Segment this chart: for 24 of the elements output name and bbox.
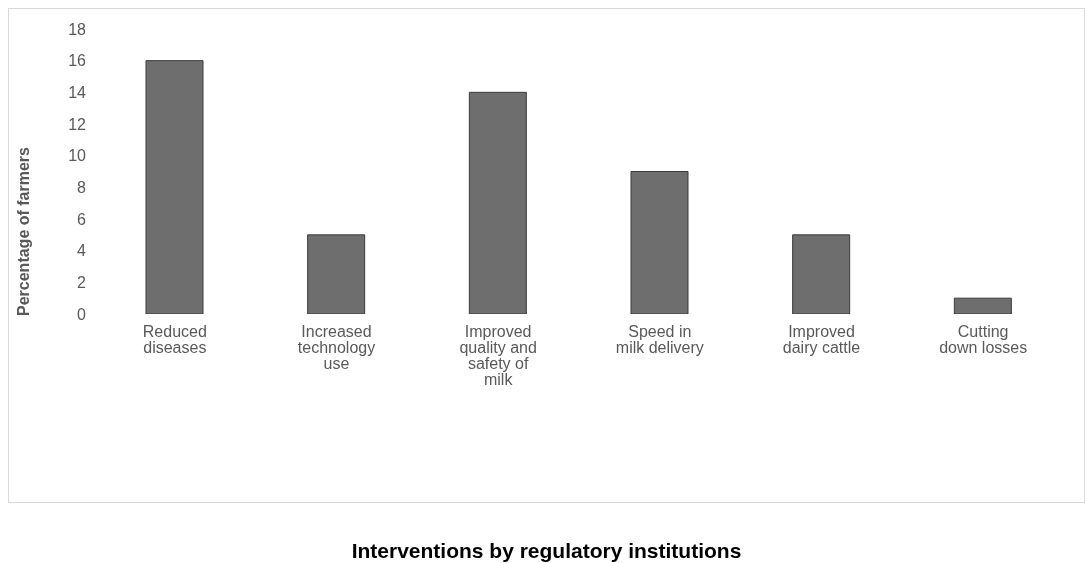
- bar: [630, 171, 689, 314]
- y-tick-label: 18: [68, 20, 87, 38]
- y-tick-label: 2: [77, 274, 87, 292]
- y-tick-label: 4: [77, 242, 87, 260]
- bar: [953, 297, 1012, 314]
- y-tick-label: 12: [68, 115, 87, 133]
- y-tick-label: 10: [68, 147, 87, 165]
- x-tick-label: Reduced diseases: [142, 323, 207, 357]
- x-tick-label: Increased technology use: [297, 323, 376, 373]
- y-tick-label: 16: [68, 52, 87, 70]
- y-tick-label: 6: [77, 210, 87, 228]
- y-axis-title: Percentage of farmers: [14, 146, 32, 316]
- bar: [307, 234, 366, 314]
- x-tick-label: Improved quality and safety of milk: [459, 323, 537, 389]
- text: Interventions by regulatory institutions: [350, 539, 743, 563]
- x-tick-label: Speed in milk delivery: [615, 323, 704, 357]
- x-tick-label: Improved dairy cattle: [782, 323, 861, 357]
- bar: [145, 60, 204, 314]
- bar: [468, 91, 527, 314]
- y-tick-label: 8: [77, 179, 87, 197]
- y-tick-label: 0: [77, 305, 87, 323]
- x-tick-label: Cutting down losses: [939, 323, 1028, 357]
- y-tick-label: 14: [68, 84, 87, 102]
- bar: [792, 234, 851, 314]
